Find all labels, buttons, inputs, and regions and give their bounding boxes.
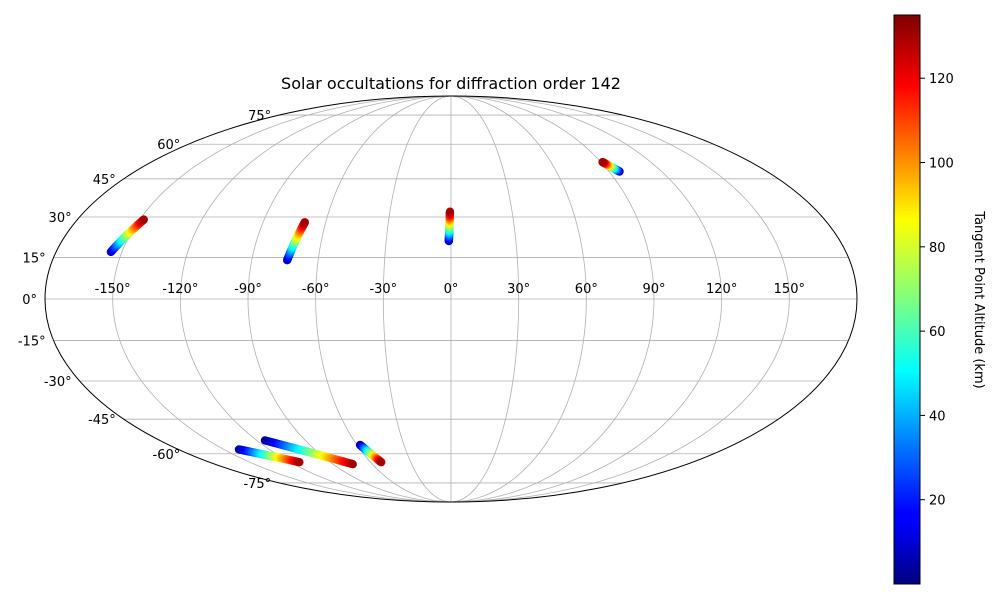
lon-tick-label: -60°: [302, 282, 330, 297]
lon-tick-label: -150°: [95, 282, 131, 297]
lon-tick-label: -120°: [162, 282, 198, 297]
lat-tick-label: 0°: [22, 293, 37, 308]
lon-tick-label: 120°: [706, 282, 737, 297]
map-outline: [44, 95, 858, 503]
occultation-track: [282, 218, 310, 265]
lat-tick-label: 45°: [93, 173, 116, 188]
occultation-track: [355, 440, 386, 467]
colorbar-tick-label: 120: [929, 72, 954, 87]
occultation-track: [444, 207, 455, 246]
lat-tick-label: 60°: [157, 138, 180, 153]
occultation-track: [598, 157, 624, 176]
lat-tick-label: 75°: [248, 109, 271, 124]
colorbar-tick-label: 20: [929, 494, 946, 509]
colorbar-tick-label: 40: [929, 409, 946, 424]
graticule: [45, 95, 857, 503]
occultation-tracks: [106, 157, 624, 469]
latitude-labels: 75° 60° 45° 30° 15° 0° -15° -30° -45° -60° -75°: [18, 109, 271, 492]
colorbar-label: Tangent Point Altitude (km): [971, 210, 986, 388]
lat-tick-label: -45°: [88, 413, 116, 428]
lon-tick-label: 90°: [642, 282, 665, 297]
lat-tick-label: -60°: [153, 448, 181, 463]
track-point: [445, 207, 455, 216]
lat-tick-label: -30°: [44, 375, 72, 390]
occultation-track: [234, 445, 304, 467]
chart-title: Solar occultations for diffraction order…: [281, 74, 621, 93]
lon-tick-label: 150°: [774, 282, 805, 297]
track-point: [295, 457, 304, 467]
colorbar-tick-label: 60: [929, 325, 946, 340]
colorbar-tick-label: 100: [929, 157, 954, 172]
colorbar: 20 40 60 80 100 120 Tangent Point Altitude (k…: [893, 14, 986, 585]
lat-tick-label: 30°: [49, 211, 72, 226]
occultation-track: [106, 215, 148, 257]
lon-tick-label: -30°: [369, 282, 397, 297]
lat-tick-label: 15°: [23, 251, 46, 266]
lat-tick-label: -15°: [18, 335, 46, 350]
lon-tick-label: -90°: [234, 282, 262, 297]
lon-tick-label: 30°: [507, 282, 530, 297]
colorbar-gradient: [893, 14, 921, 585]
colorbar-tick-label: 80: [929, 241, 946, 256]
track-point: [348, 460, 357, 469]
occultation-track: [260, 436, 357, 469]
lon-tick-label: 0°: [444, 282, 459, 297]
lat-tick-label: -75°: [243, 477, 271, 492]
longitude-labels: -150° -120° -90° -60° -30° 0° 30° 60° 90° 120° 150…: [95, 282, 805, 297]
track-point: [377, 457, 386, 467]
track-point: [139, 215, 148, 224]
colorbar-ticks: 20 40 60 80 100 120: [920, 72, 954, 509]
lon-tick-label: 60°: [575, 282, 598, 297]
track-point: [598, 157, 607, 167]
track-point: [300, 218, 310, 227]
